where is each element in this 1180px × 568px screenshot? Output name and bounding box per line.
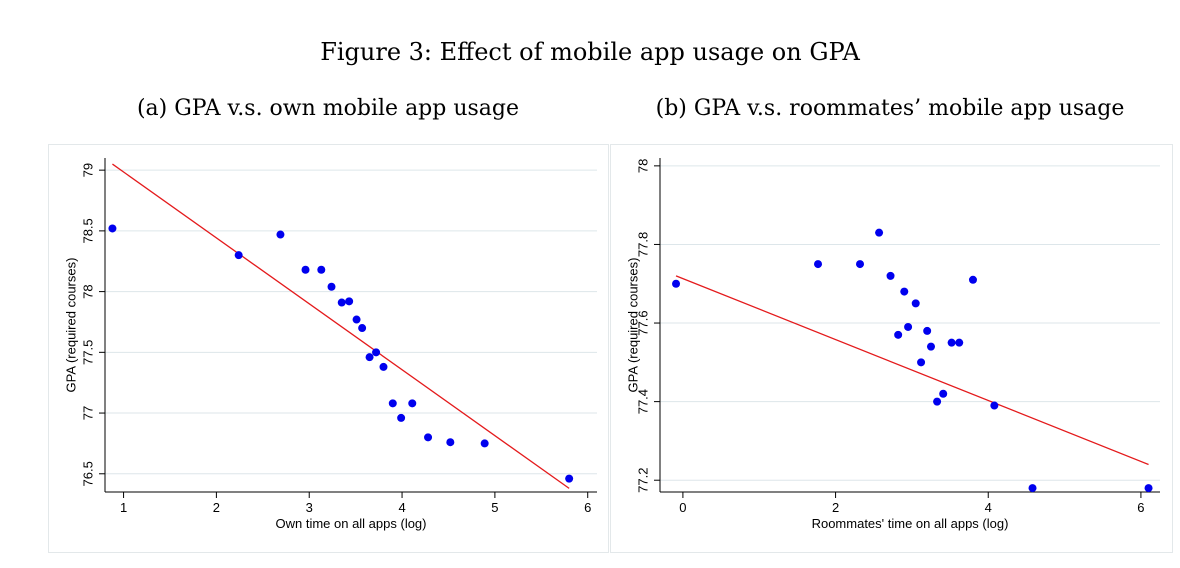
y-tick-label: 79 — [80, 163, 95, 177]
scatter-point — [108, 224, 117, 233]
x-tick-label: 2 — [213, 500, 220, 515]
y-tick-label: 77.6 — [635, 310, 650, 335]
scatter-point — [365, 353, 374, 362]
subtitle-panel-b: (b) GPA v.s. roommates’ mobile app usage — [655, 96, 1125, 121]
y-tick-label: 76.5 — [80, 461, 95, 486]
x-tick-label: 6 — [1137, 500, 1144, 515]
y-tick-label: 77.2 — [635, 468, 650, 493]
scatter-point — [875, 228, 884, 237]
scatter-point — [990, 401, 999, 410]
scatter-point — [894, 330, 903, 339]
scatter-point — [352, 315, 361, 324]
y-tick-label: 78 — [635, 159, 650, 173]
y-tick-label: 78.5 — [80, 218, 95, 243]
y-axis-label: GPA (required courses) — [63, 258, 78, 393]
scatter-point — [565, 474, 574, 483]
x-tick-label: 4 — [398, 500, 405, 515]
x-axis-label: Own time on all apps (log) — [275, 516, 426, 531]
scatter-point — [1144, 484, 1153, 493]
scatter-point — [379, 362, 388, 371]
y-tick-label: 77.8 — [635, 232, 650, 257]
scatter-point — [276, 230, 285, 239]
scatter-point — [327, 282, 336, 291]
chart-panel-b: 77.2 77.4 77.6 77.8 78 0 2 4 6 Roommates' time on… — [610, 144, 1173, 553]
y-axis-label: GPA (required courses) — [625, 258, 640, 393]
x-tick-label: 5 — [491, 500, 498, 515]
scatter-point — [904, 322, 913, 331]
scatter-point — [372, 348, 381, 357]
scatter-point — [926, 342, 935, 351]
scatter-point — [923, 326, 932, 335]
scatter-point — [408, 399, 417, 408]
x-tick-label: 6 — [584, 500, 591, 515]
y-tick-label: 78 — [80, 284, 95, 298]
y-tick-label: 77.4 — [635, 389, 650, 414]
scatter-point — [234, 251, 243, 260]
scatter-point — [480, 439, 489, 448]
chart-panel-a: 76.5 77 77.5 78 78.5 79 1 2 3 4 5 6 Own time on all … — [48, 144, 609, 553]
fit-line — [112, 163, 570, 489]
scatter-point — [446, 438, 455, 447]
x-tick-label: 3 — [306, 500, 313, 515]
scatter-point — [397, 413, 406, 422]
scatter-point — [955, 338, 964, 347]
scatter-point — [345, 297, 354, 306]
scatter-point — [424, 433, 433, 442]
x-tick-label: 2 — [832, 500, 839, 515]
scatter-point — [672, 279, 681, 288]
y-tick-label: 77.5 — [80, 340, 95, 365]
scatter-point — [358, 324, 367, 333]
scatter-point — [337, 298, 346, 307]
scatter-point — [814, 260, 823, 269]
scatter-point — [388, 399, 397, 408]
scatter-point — [911, 299, 920, 308]
scatter-point — [939, 389, 948, 398]
chart-frame — [48, 144, 609, 553]
x-tick-label: 0 — [679, 500, 686, 515]
scatter-point — [900, 287, 909, 296]
y-tick-label: 77 — [80, 406, 95, 420]
scatter-point — [856, 260, 864, 269]
scatter-point — [917, 358, 926, 367]
scatter-point — [317, 265, 326, 274]
scatter-point — [886, 271, 895, 280]
x-tick-label: 1 — [120, 500, 127, 515]
x-tick-label: 4 — [985, 500, 992, 515]
subtitle-panel-a: (a) GPA v.s. own mobile app usage — [136, 96, 520, 121]
chart-frame — [610, 144, 1173, 553]
scatter-point — [933, 397, 942, 406]
scatter-point — [1028, 484, 1037, 493]
x-axis-label: Roommates' time on all apps (log) — [812, 516, 1009, 531]
fit-line — [675, 275, 1149, 466]
scatter-point — [301, 265, 310, 274]
scatter-point — [947, 338, 956, 347]
scatter-point — [968, 275, 977, 284]
figure-title: Figure 3: Effect of mobile app usage on … — [320, 38, 860, 66]
